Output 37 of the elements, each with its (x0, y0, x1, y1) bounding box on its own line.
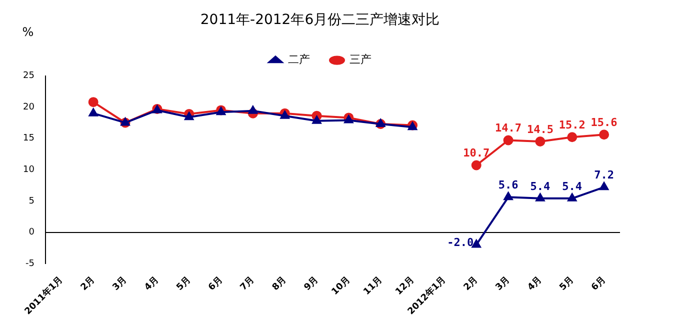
x-tick-label: 2月 (462, 274, 480, 293)
data-label: 15.2 (558, 118, 586, 132)
x-tick-label: 2月 (78, 274, 98, 293)
legend-label: 二产 (288, 53, 310, 66)
x-tick-label: 4月 (525, 274, 544, 293)
x-tick-label: 10月 (329, 274, 352, 298)
x-tick-label: 8月 (270, 274, 289, 293)
x-tick-label: 6月 (206, 274, 225, 293)
x-tick-label: 3月 (110, 274, 130, 293)
x-tick-label: 9月 (302, 274, 321, 293)
data-label: 14.5 (526, 122, 554, 136)
x-tick-label: 6月 (589, 274, 608, 293)
data-label: 14.7 (495, 122, 522, 135)
legend-label: 三产 (350, 53, 372, 66)
y-tick-label: -5 (25, 258, 34, 269)
data-label: 10.7 (463, 146, 490, 160)
y-tick-label: 0 (28, 228, 35, 238)
x-tick-label: 5月 (557, 274, 576, 293)
data-label: 5.4 (562, 180, 582, 193)
y-axis-title: % (22, 24, 34, 39)
x-tick-label: 12月 (393, 274, 416, 298)
x-tick-label: 11月 (361, 274, 384, 298)
data-label: 7.2 (594, 168, 614, 182)
x-tick-label: 3月 (493, 274, 512, 293)
y-tick-label: 25 (23, 71, 34, 82)
chart-title: 2011年-2012年6月份二三产增速对比 (200, 12, 440, 28)
data-label: 15.6 (590, 116, 618, 129)
y-tick-label: 5 (28, 196, 34, 206)
y-tick-label: 10 (23, 164, 35, 175)
data-label: 5.4 (530, 180, 551, 193)
data-label: 5.6 (498, 178, 519, 192)
data-label: -2.0 (447, 236, 474, 250)
x-tick-label: 5月 (174, 274, 193, 293)
y-tick-label: 20 (23, 102, 35, 112)
x-tick-label: 7月 (238, 274, 257, 293)
y-tick-label: 15 (23, 134, 34, 144)
x-tick-label: 4月 (142, 274, 161, 293)
